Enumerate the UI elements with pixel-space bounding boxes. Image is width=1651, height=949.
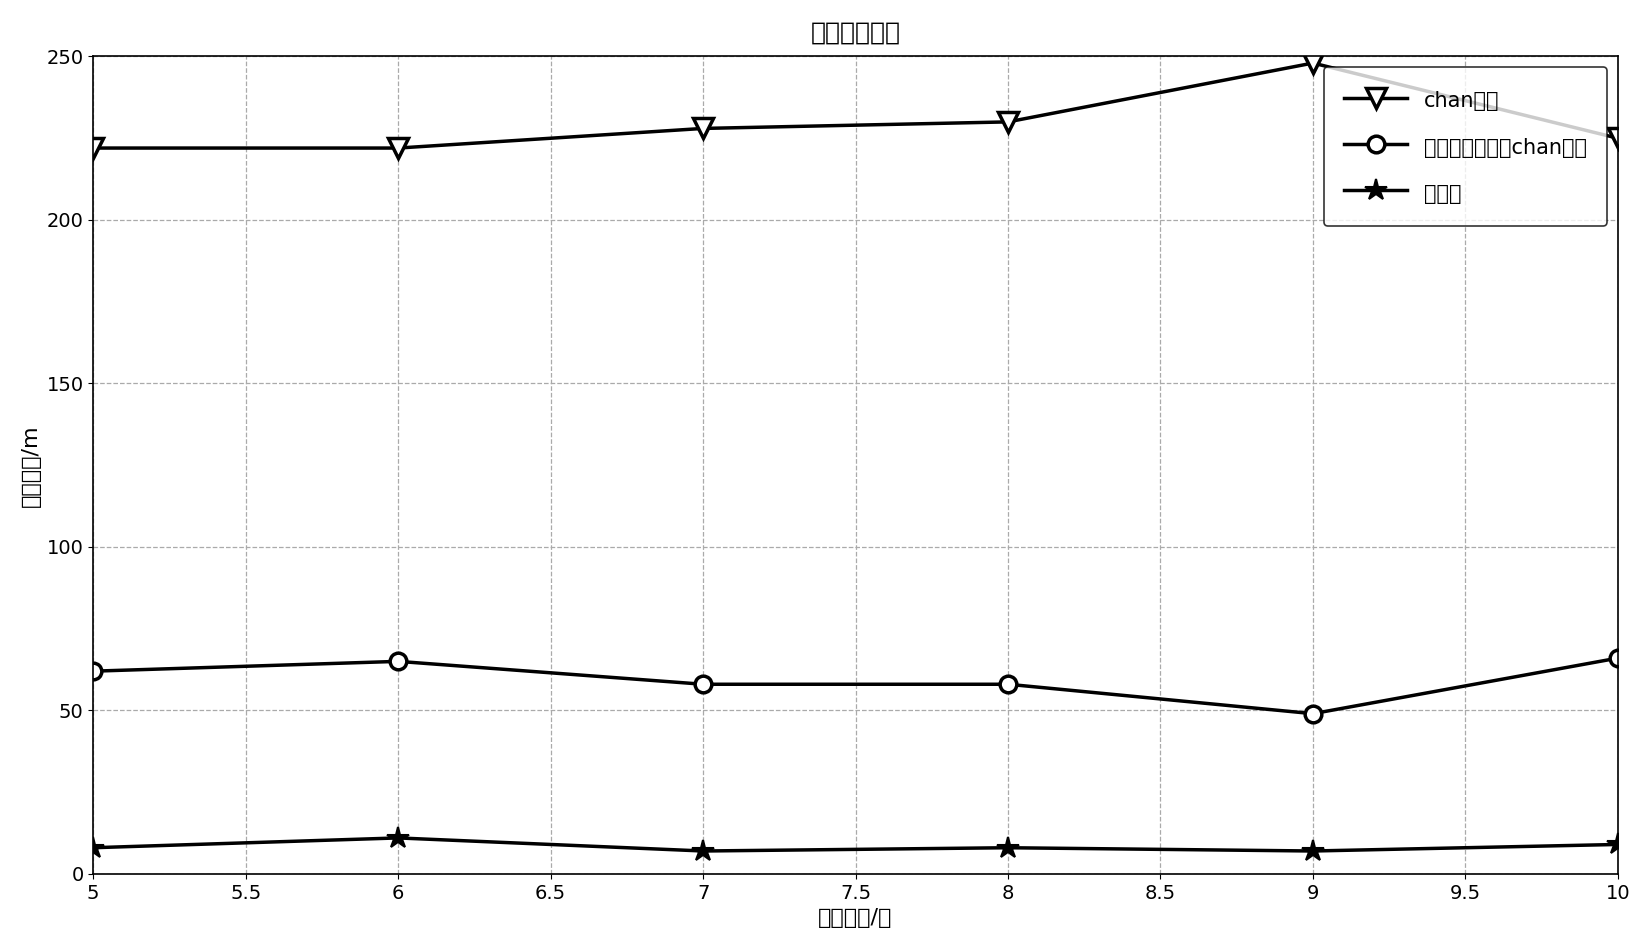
chan算法	[83, 142, 102, 154]
带有门限判决的chan算法	[388, 656, 408, 667]
本发明	[1303, 846, 1322, 857]
chan算法	[1303, 57, 1322, 68]
chan算法	[1608, 133, 1628, 144]
chan算法	[693, 122, 713, 134]
本发明	[83, 842, 102, 853]
本发明	[999, 842, 1019, 853]
Line: chan算法: chan算法	[84, 53, 1628, 158]
Legend: chan算法, 带有门限判决的chan算法, 本发明: chan算法, 带有门限判决的chan算法, 本发明	[1324, 67, 1608, 227]
带有门限判决的chan算法	[1608, 652, 1628, 663]
带有门限判决的chan算法	[999, 679, 1019, 690]
Y-axis label: 定位误差/m: 定位误差/m	[21, 424, 41, 507]
本发明	[1608, 839, 1628, 850]
Title: 定位性能比较: 定位性能比较	[811, 21, 900, 45]
chan算法	[388, 142, 408, 154]
X-axis label: 基站数目/个: 基站数目/个	[819, 908, 893, 928]
带有门限判决的chan算法	[1303, 708, 1322, 719]
Line: 带有门限判决的chan算法: 带有门限判决的chan算法	[84, 650, 1626, 722]
Line: 本发明: 本发明	[83, 827, 1630, 862]
带有门限判决的chan算法	[83, 665, 102, 677]
带有门限判决的chan算法	[693, 679, 713, 690]
本发明	[388, 832, 408, 844]
本发明	[693, 846, 713, 857]
chan算法	[999, 116, 1019, 127]
